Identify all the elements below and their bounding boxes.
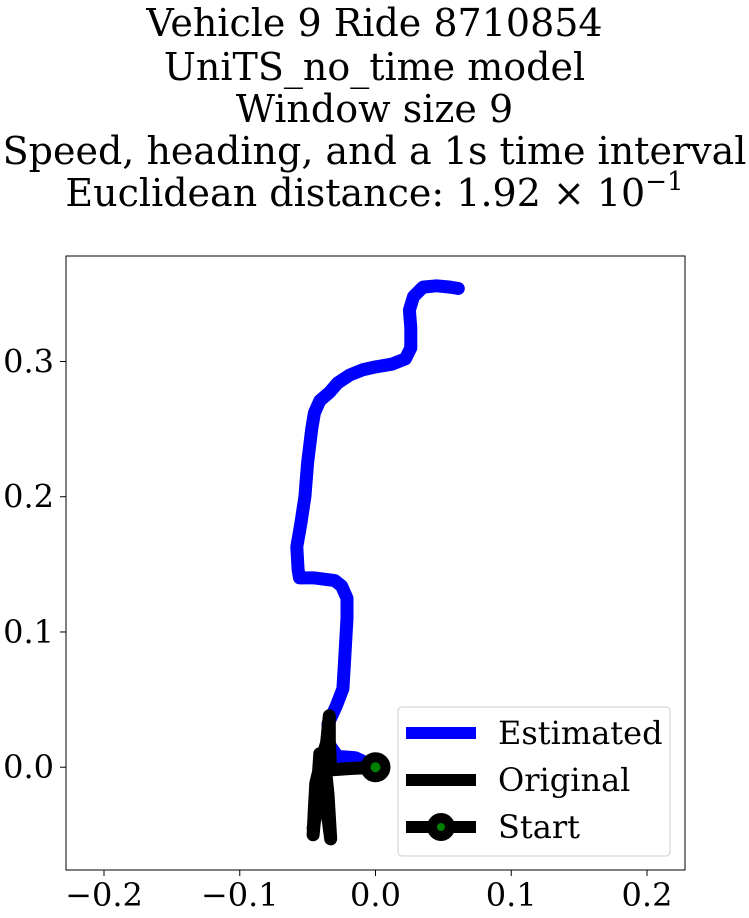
legend: Estimated Original Start: [397, 706, 671, 857]
x-tick-label: 0.0: [350, 876, 401, 914]
x-tick-label: 0.1: [486, 876, 537, 914]
series-line-estimated: [290, 279, 465, 774]
x-tick-label: 0.2: [622, 876, 673, 914]
title-line-metric: Euclidean distance: 1.92 × 10−1: [65, 167, 683, 215]
start-marker-layer: [360, 752, 391, 783]
series-layer: [290, 279, 465, 846]
metric-exponent: −1: [645, 167, 683, 197]
x-tick-label: −0.2: [65, 876, 143, 914]
y-tick-label: 0.0: [3, 748, 54, 786]
start-marker: [360, 752, 391, 783]
metric-text: Euclidean distance: 1.92 × 10: [65, 171, 645, 215]
legend-label-original: Original: [498, 761, 630, 799]
legend-label-estimated: Estimated: [498, 714, 663, 752]
y-tick-label: 0.1: [3, 613, 54, 651]
title-line-3: Window size 9: [236, 87, 513, 131]
title-line-2: UniTS_no_time model: [164, 45, 585, 90]
y-axis: 0.0 0.1 0.2 0.3: [3, 342, 66, 786]
x-tick-label: −0.1: [201, 876, 279, 914]
chart-title: Vehicle 9 Ride 8710854 UniTS_no_time mod…: [3, 1, 747, 215]
title-line-1: Vehicle 9 Ride 8710854: [145, 1, 602, 45]
legend-box: [397, 706, 671, 857]
y-tick-label: 0.3: [3, 342, 54, 380]
title-line-4: Speed, heading, and a 1s time interval: [3, 129, 747, 173]
y-tick-label: 0.2: [3, 478, 54, 516]
x-axis: −0.2 −0.1 0.0 0.1 0.2: [65, 870, 672, 914]
series-line-original: [306, 709, 382, 846]
legend-label-start: Start: [498, 808, 580, 846]
legend-start-marker: [427, 813, 455, 841]
